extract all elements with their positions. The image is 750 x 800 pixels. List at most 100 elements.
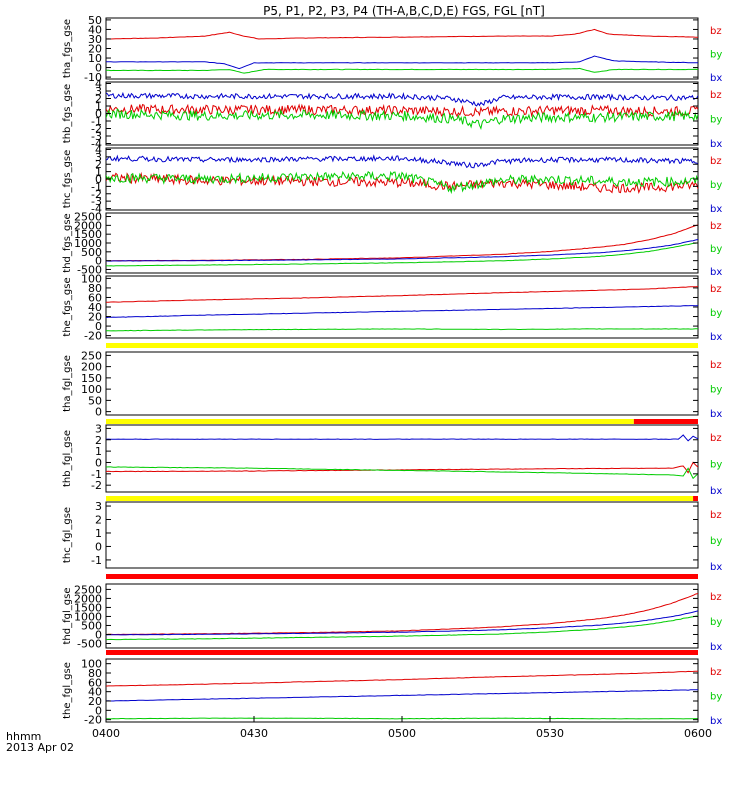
- y-tick-label: 500: [81, 246, 102, 259]
- y-tick-label: 250: [81, 349, 102, 362]
- legend-bx: bx: [710, 716, 722, 727]
- y-tick-label: 0: [95, 704, 102, 717]
- y-tick-label: 1: [95, 166, 102, 179]
- y-tick-label: 1000: [74, 610, 102, 623]
- series-line-by: [106, 108, 698, 130]
- y-tick-label: 0: [95, 456, 102, 469]
- y-tick-label: 0: [95, 62, 102, 75]
- legend-by: by: [710, 536, 722, 547]
- y-tick-label: -20: [84, 714, 102, 727]
- y-tick-label: -4: [91, 138, 102, 151]
- x-tick-label: 0500: [388, 727, 416, 740]
- y-tick-label: -500: [77, 263, 102, 276]
- legend-bz: bz: [710, 592, 722, 603]
- panel-frame: [105, 212, 699, 274]
- y-axis-label: tha_fgl_gse: [62, 355, 73, 412]
- legend-bz: bz: [710, 284, 722, 295]
- y-tick-label: 1500: [74, 228, 102, 241]
- y-tick-label: -1: [91, 115, 102, 128]
- series-line-bz: [106, 461, 698, 474]
- legend-bx: bx: [710, 204, 722, 215]
- legend-bx: bx: [710, 409, 722, 420]
- legend-bz: bz: [710, 433, 722, 444]
- y-tick-label: 40: [88, 23, 102, 36]
- series-line-bx: [106, 689, 698, 702]
- y-tick-label: 150: [81, 372, 102, 385]
- y-tick-label: 0: [95, 628, 102, 641]
- x-tick-label: 0430: [240, 727, 268, 740]
- series-line-by: [106, 170, 698, 195]
- series-line-bx: [106, 55, 698, 70]
- legend-bz: bz: [710, 221, 722, 232]
- y-tick-label: -1: [91, 180, 102, 193]
- y-tick-label: 100: [81, 658, 102, 671]
- y-tick-label: 2: [95, 514, 102, 527]
- legend-by: by: [710, 115, 722, 126]
- series-line-bx: [106, 154, 698, 169]
- y-tick-label: 0: [95, 108, 102, 121]
- legend-by: by: [710, 180, 722, 191]
- legend-bz: bz: [710, 667, 722, 678]
- y-tick-label: 0: [95, 540, 102, 553]
- y-tick-label: -10: [84, 71, 102, 84]
- y-axis-label: the_fgs_gse: [62, 277, 73, 336]
- legend-bz: bz: [710, 510, 722, 521]
- y-tick-label: 3: [95, 500, 102, 513]
- y-tick-label: 2500: [74, 583, 102, 596]
- panel-frame: [105, 424, 699, 493]
- y-tick-label: 50: [88, 394, 102, 407]
- legend-bx: bx: [710, 139, 722, 150]
- y-tick-label: -20: [84, 330, 102, 343]
- y-tick-label: 30: [88, 33, 102, 46]
- legend-by: by: [710, 50, 722, 61]
- y-axis-label: thb_fgs_gse: [62, 84, 73, 143]
- y-tick-label: 100: [81, 383, 102, 396]
- legend-bx: bx: [710, 73, 722, 84]
- panel-frame: [105, 583, 699, 649]
- y-axis-label: thb_fgl_gse: [62, 430, 73, 487]
- series-line-bz: [106, 670, 698, 687]
- legend-bx: bx: [710, 267, 722, 278]
- legend-bz: bz: [710, 26, 722, 37]
- y-tick-label: 60: [88, 676, 102, 689]
- panel-frame: [105, 658, 699, 723]
- y-tick-label: 2: [95, 434, 102, 447]
- series-line-bx: [106, 610, 698, 636]
- series-line-bx: [106, 305, 698, 319]
- y-axis-label: thd_fgs_gse: [62, 213, 73, 272]
- y-tick-label: 3: [95, 151, 102, 164]
- y-tick-label: 2000: [74, 592, 102, 605]
- y-axis-label: thc_fgs_gse: [62, 150, 73, 209]
- panel-frame: [105, 501, 699, 569]
- y-tick-label: 1: [95, 100, 102, 113]
- y-axis-label: the_fgl_gse: [62, 662, 73, 719]
- y-tick-label: 3: [95, 422, 102, 435]
- y-tick-label: 0: [95, 173, 102, 186]
- x-axis: 0400 0430 0500 0530 0600: [92, 716, 712, 740]
- series-line-bz: [106, 28, 698, 40]
- legend-by: by: [710, 692, 722, 703]
- y-tick-label: 200: [81, 361, 102, 374]
- series-line-bz: [106, 171, 698, 194]
- y-tick-label: 20: [88, 311, 102, 324]
- y-tick-label: 500: [81, 619, 102, 632]
- y-tick-label: 100: [81, 272, 102, 285]
- y-tick-label: -2: [91, 188, 102, 201]
- y-axis-label: thc_fgl_gse: [62, 507, 73, 563]
- legend-bz: bz: [710, 90, 722, 101]
- y-tick-label: 10: [88, 52, 102, 65]
- status-bar-segment: [633, 419, 698, 424]
- x-tick-label: 0400: [92, 727, 120, 740]
- y-tick-label: 2: [95, 93, 102, 106]
- y-tick-label: -2: [91, 479, 102, 492]
- y-tick-label: 20: [88, 43, 102, 56]
- series-line-by: [106, 466, 698, 480]
- legend-bx: bx: [710, 332, 722, 343]
